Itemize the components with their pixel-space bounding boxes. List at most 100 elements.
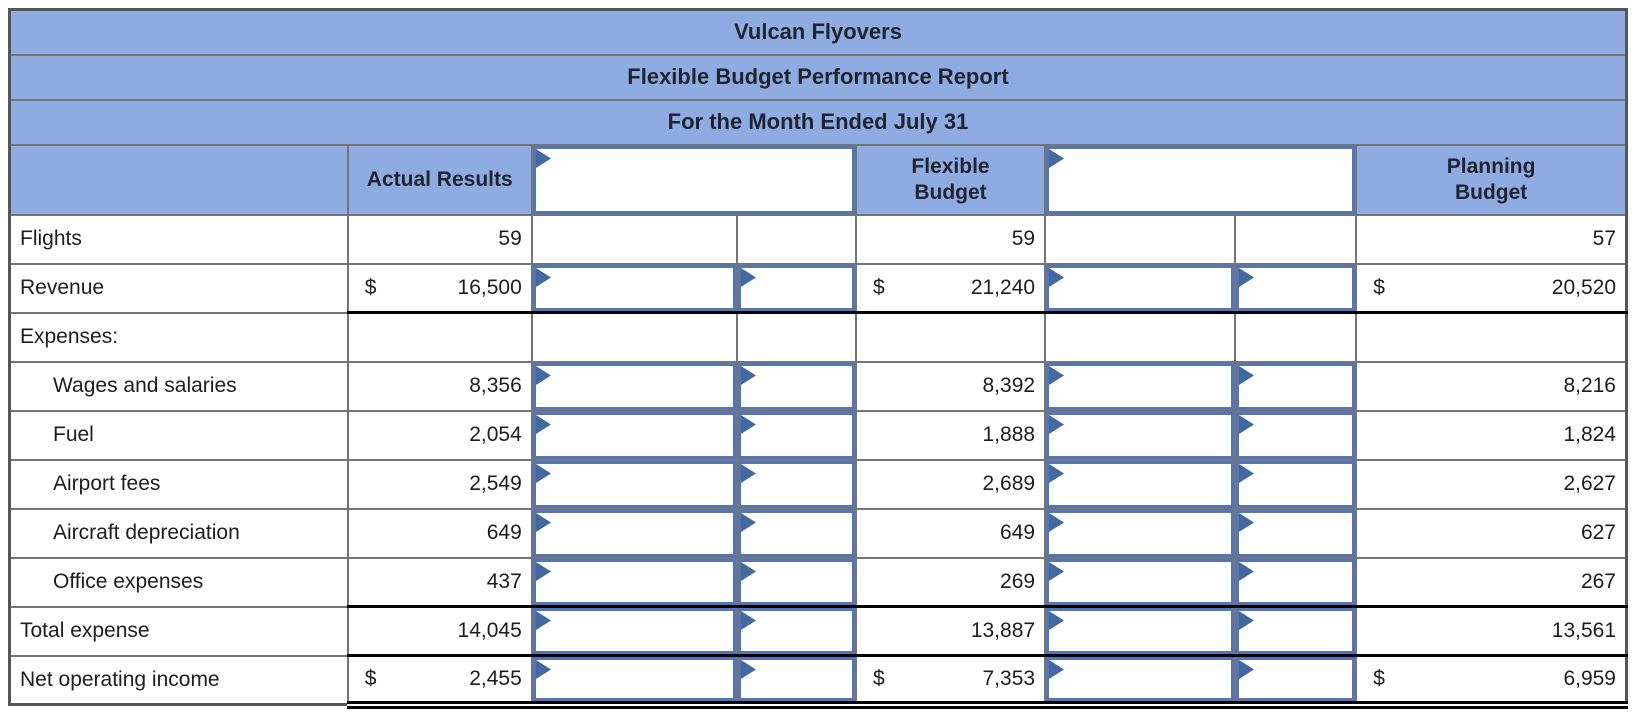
spending-variance-amount-input[interactable] [533,559,735,605]
activity-variance-amount-cell[interactable] [1044,262,1237,314]
spending-variance-fu-cell[interactable] [735,605,857,657]
spending-variance-amount-cell[interactable] [530,556,738,608]
activity-variance-amount-cell[interactable] [1044,556,1237,608]
activity-variance-fu-cell[interactable] [1234,360,1358,412]
activity-variance-fu-cell[interactable] [1234,262,1358,314]
table-row-aircraft-depreciation: Aircraft depreciation 649 649 627 [8,507,1628,559]
flexible-budget-value: 13,887 [854,605,1047,657]
spending-variance-fu-cell[interactable] [735,458,857,510]
spending-variance-amount-input[interactable] [533,461,735,507]
spending-variance-fu-cell[interactable] [735,360,857,412]
activity-variance-amount-cell[interactable] [1044,409,1237,461]
spending-variances-header-cell[interactable] [530,143,857,216]
performance-report-table: Vulcan Flyovers Flexible Budget Performa… [8,8,1628,709]
spending-variance-amount-cell[interactable] [530,409,738,461]
planning-budget-header: Planning Budget [1355,143,1628,216]
spending-variance-amount-cell[interactable] [530,605,738,657]
activity-variance-fu-input[interactable] [1237,510,1355,556]
activity-variances-header-cell[interactable] [1044,143,1358,216]
spending-variance-fu-cell[interactable] [735,262,857,314]
cell-flag-icon [535,267,551,287]
planning-budget-value-cell: $6,959 [1355,654,1628,709]
row-label: Flights [8,213,349,265]
activity-variance-amount-input[interactable] [1047,510,1234,556]
cell-flag-icon [740,414,756,434]
empty-variance-cell [1044,311,1237,363]
activity-variance-fu-cell[interactable] [1234,507,1358,559]
spending-variance-fu-input[interactable] [738,510,854,556]
activity-variance-fu-input[interactable] [1237,461,1355,507]
activity-variance-amount-input[interactable] [1047,461,1234,507]
activity-variance-fu-input[interactable] [1237,363,1355,409]
activity-variance-amount-cell[interactable] [1044,507,1237,559]
title-row-report: Flexible Budget Performance Report [8,53,1628,101]
activity-variance-amount-input[interactable] [1047,363,1234,409]
spending-variance-fu-cell[interactable] [735,409,857,461]
spending-variance-fu-input[interactable] [738,265,854,310]
spending-variance-fu-cell[interactable] [735,654,857,709]
blank-header-cell [8,143,349,216]
activity-variance-fu-cell[interactable] [1234,654,1358,709]
spending-variance-amount-cell[interactable] [530,507,738,559]
actual-results-value: 14,045 [346,605,533,657]
spending-variance-fu-input[interactable] [738,559,854,605]
spending-variance-amount-cell[interactable] [530,262,738,314]
title-row-period: For the Month Ended July 31 [8,98,1628,146]
spending-variance-amount-input[interactable] [533,265,735,310]
activity-variance-fu-cell[interactable] [1234,458,1358,510]
actual-results-value-cell: $2,455 [346,654,533,709]
activity-variance-fu-input[interactable] [1237,658,1355,697]
activity-variance-amount-cell[interactable] [1044,654,1237,709]
spending-variance-fu-input[interactable] [738,461,854,507]
activity-variance-fu-input[interactable] [1237,265,1355,310]
budget-report-sheet: Vulcan Flyovers Flexible Budget Performa… [8,8,1628,709]
activity-variance-amount-cell[interactable] [1044,605,1237,657]
spending-variance-amount-cell[interactable] [530,360,738,412]
cell-flag-icon [740,463,756,483]
spending-variance-fu-input[interactable] [738,363,854,409]
planning-budget-value-cell: $20,520 [1355,262,1628,314]
spending-variance-fu-input[interactable] [738,658,854,697]
activity-variance-fu-input[interactable] [1237,559,1355,605]
activity-variance-amount-cell[interactable] [1044,360,1237,412]
spending-variance-amount-input[interactable] [533,510,735,556]
spending-variance-amount-input[interactable] [533,609,735,654]
actual-results-value: 2,549 [346,458,533,510]
activity-variance-amount-input[interactable] [1047,412,1234,458]
activity-variances-header-input[interactable] [1047,146,1355,213]
row-label: Office expenses [8,556,349,608]
spending-variances-header-input[interactable] [533,146,854,213]
spending-variance-fu-input[interactable] [738,609,854,654]
spending-variance-amount-input[interactable] [533,363,735,409]
spending-variance-amount-cell[interactable] [530,458,738,510]
activity-variance-amount-input[interactable] [1047,658,1234,697]
cell-flag-icon [1049,414,1065,434]
activity-variance-fu-cell[interactable] [1234,605,1358,657]
spending-variance-amount-input[interactable] [533,412,735,458]
cell-flag-icon [1049,611,1065,630]
cell-flag-icon [1049,267,1065,287]
cell-flag-icon [1049,365,1065,385]
cell-flag-icon [740,660,756,679]
activity-variance-amount-input[interactable] [1047,609,1234,654]
cell-flag-icon [535,561,551,581]
planning-budget-value: 13,561 [1355,605,1628,657]
activity-variance-fu-input[interactable] [1237,609,1355,654]
flexible-budget-value-cell: $21,240 [854,262,1047,314]
activity-variance-fu-cell[interactable] [1234,409,1358,461]
spending-variance-fu-input[interactable] [738,412,854,458]
cell-flag-icon [1239,660,1255,679]
spending-variance-amount-input[interactable] [533,658,735,697]
activity-variance-amount-cell[interactable] [1044,458,1237,510]
activity-variance-fu-input[interactable] [1237,412,1355,458]
spending-variance-fu-cell[interactable] [735,556,857,608]
spending-variance-amount-cell[interactable] [530,654,738,709]
activity-variance-fu-cell[interactable] [1234,556,1358,608]
currency-symbol: $ [364,666,377,690]
activity-variance-amount-input[interactable] [1047,559,1234,605]
cell-flag-icon [1239,512,1255,532]
empty-variance-fu-cell [735,311,857,363]
spending-variance-fu-cell[interactable] [735,507,857,559]
activity-variance-amount-input[interactable] [1047,265,1234,310]
planning-budget-header-line1: Planning [1446,154,1536,178]
